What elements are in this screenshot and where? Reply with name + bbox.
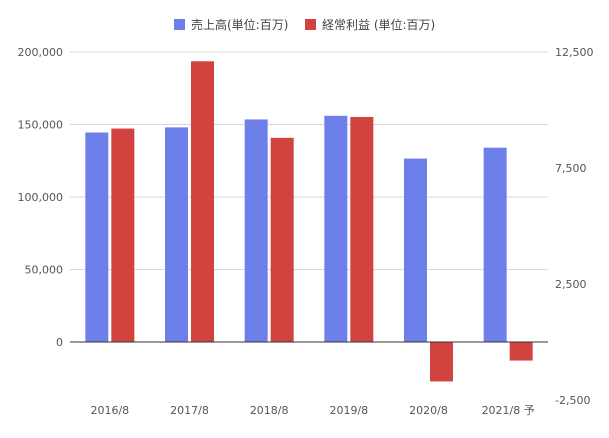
left-tick-label: 0 xyxy=(56,336,63,349)
bar-profit-2 xyxy=(270,137,294,342)
left-tick-label: 150,000 xyxy=(18,119,64,132)
legend: 売上高(単位:百万) 経常利益 (単位:百万) xyxy=(174,17,435,32)
left-tick-label: 200,000 xyxy=(18,46,64,59)
legend-label-profit: 経常利益 (単位:百万) xyxy=(322,17,435,32)
bar-sales-3 xyxy=(324,115,348,342)
right-axis: -2,500 2,500 7,500 12,500 xyxy=(555,46,594,407)
bar-sales-0 xyxy=(85,132,109,342)
bar-sales-2 xyxy=(244,119,268,342)
bar-sales-1 xyxy=(165,127,188,343)
x-tick-label: 2017/8 xyxy=(170,404,209,417)
left-axis: 0 50,000 100,000 150,000 200,000 xyxy=(18,46,64,349)
bar-profit-0 xyxy=(111,128,135,342)
bar-sales-4 xyxy=(404,158,427,342)
right-tick-label: 12,500 xyxy=(555,46,594,59)
right-tick-label: -2,500 xyxy=(555,394,590,407)
right-tick-label: 2,500 xyxy=(555,278,587,291)
left-tick-label: 50,000 xyxy=(25,264,64,277)
x-tick-label: 2020/8 xyxy=(409,404,448,417)
bars xyxy=(85,61,533,382)
x-tick-label: 2016/8 xyxy=(90,404,129,417)
bar-profit-5 xyxy=(509,342,533,361)
legend-swatch-sales xyxy=(174,19,185,30)
legend-swatch-profit xyxy=(305,19,316,30)
bar-profit-4 xyxy=(430,342,453,382)
x-tick-label: 2019/8 xyxy=(329,404,368,417)
bar-profit-3 xyxy=(350,116,374,343)
bar-sales-5 xyxy=(483,147,507,342)
right-tick-label: 7,500 xyxy=(555,162,587,175)
legend-label-sales: 売上高(単位:百万) xyxy=(191,17,288,32)
gridlines xyxy=(70,51,548,270)
x-tick-label: 2018/8 xyxy=(250,404,289,417)
bar-profit-1 xyxy=(191,61,214,342)
left-tick-label: 100,000 xyxy=(18,191,64,204)
x-axis: 2016/8 2017/8 2018/8 2019/8 2020/8 2021/8 予 xyxy=(90,404,534,417)
x-tick-label: 2021/8 予 xyxy=(482,404,535,417)
